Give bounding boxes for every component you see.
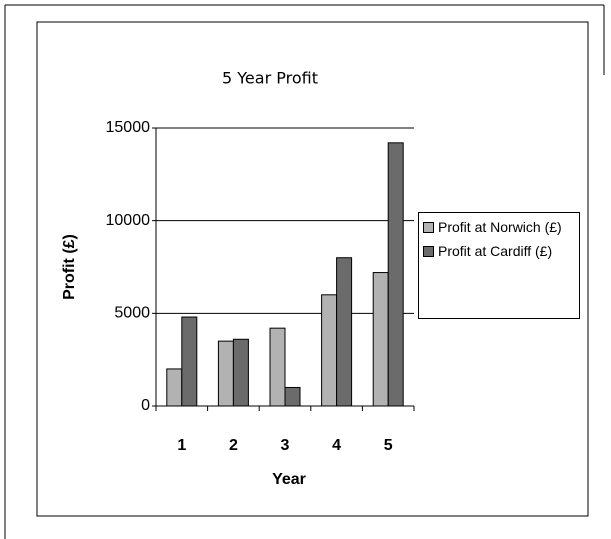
y-tick-label: 15000 xyxy=(106,119,151,136)
bar xyxy=(181,316,198,407)
legend: Profit at Norwich (£) Profit at Cardiff (… xyxy=(418,212,580,319)
bar xyxy=(232,338,249,407)
legend-entry: Profit at Norwich (£) xyxy=(423,218,575,236)
bar xyxy=(336,257,353,407)
bar xyxy=(217,340,234,407)
x-tick-label: 3 xyxy=(281,437,290,454)
legend-label: Profit at Cardiff (£) xyxy=(438,243,553,259)
y-axis-label: Profit (£) xyxy=(61,234,78,300)
y-tick-label: 0 xyxy=(141,397,150,414)
bar xyxy=(387,142,404,407)
x-tick-label: 2 xyxy=(229,437,238,454)
bar xyxy=(269,327,286,407)
chart-border xyxy=(36,21,589,517)
x-tick-label: 5 xyxy=(384,437,393,454)
bar xyxy=(372,272,389,407)
bar xyxy=(284,386,301,407)
chart-title: 5 Year Profit xyxy=(222,69,318,88)
legend-swatch xyxy=(423,246,434,257)
y-tick-label: 10000 xyxy=(106,212,151,229)
x-tick-label: 1 xyxy=(177,437,186,454)
y-tick-label: 5000 xyxy=(114,305,150,322)
bar xyxy=(166,368,183,407)
legend-label: Profit at Norwich (£) xyxy=(438,219,562,235)
bar xyxy=(321,294,338,407)
legend-swatch xyxy=(423,222,434,233)
x-tick-label: 4 xyxy=(332,437,341,454)
legend-entry: Profit at Cardiff (£) xyxy=(423,242,575,260)
x-axis-label: Year xyxy=(272,471,306,488)
